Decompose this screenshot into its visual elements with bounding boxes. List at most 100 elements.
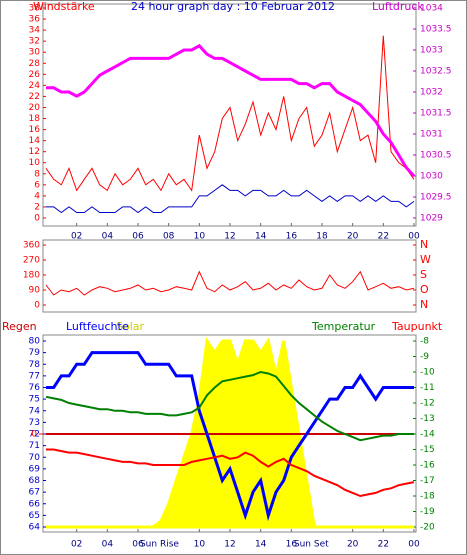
y-tick-label: 69 xyxy=(29,464,41,474)
y2-tick-label: -11 xyxy=(420,383,435,393)
y-tick-label: 360 xyxy=(23,241,40,251)
y-tick-label: 0 xyxy=(34,214,40,224)
y-tick-label: 12 xyxy=(29,147,40,157)
y-tick-label: 0 xyxy=(34,301,40,311)
y2-tick-label: -13 xyxy=(420,414,435,424)
x-tick-label: 12 xyxy=(224,232,235,242)
y2-tick-label: -19 xyxy=(420,507,435,517)
y2-tick-label: 1030.5 xyxy=(420,151,452,161)
y2-tick-label: 1031 xyxy=(420,130,443,140)
y-tick-label: 38 xyxy=(29,4,41,14)
y-tick-label: 67 xyxy=(29,488,40,498)
y-tick-label: 90 xyxy=(29,286,41,296)
y2-tick-label: -17 xyxy=(420,476,435,486)
y-tick-label: 32 xyxy=(29,37,40,47)
x-tick-label: 00 xyxy=(408,232,420,242)
x-tick-label: 14 xyxy=(255,232,267,242)
y-tick-label: 77 xyxy=(29,371,40,381)
annotation: Sun Rise xyxy=(140,540,179,550)
y-tick-label: 80 xyxy=(29,337,41,347)
y2-tick-label: W xyxy=(420,253,431,266)
y-tick-label: 26 xyxy=(29,70,41,80)
y2-tick-label: S xyxy=(420,268,427,281)
legend-label: Temperatur xyxy=(311,320,376,333)
y-tick-label: 10 xyxy=(29,158,41,168)
y-tick-label: 64 xyxy=(29,523,41,533)
y-tick-label: 74 xyxy=(29,406,41,416)
y2-tick-label: -16 xyxy=(420,461,435,471)
legend-label: Taupunkt xyxy=(391,320,443,333)
y2-tick-label: -10 xyxy=(420,368,435,378)
line xyxy=(46,184,415,214)
y2-tick-label: 1032 xyxy=(420,88,443,98)
x-tick-label: 16 xyxy=(286,540,298,550)
x-tick-label: 20 xyxy=(347,540,359,550)
y-tick-label: 79 xyxy=(29,348,41,358)
x-tick-label: 10 xyxy=(194,232,206,242)
y-tick-label: 68 xyxy=(29,476,41,486)
x-tick-label: 10 xyxy=(194,540,206,550)
y2-tick-label: N xyxy=(420,238,428,251)
y3-tick-label: 0 xyxy=(31,430,37,440)
y-tick-label: 34 xyxy=(29,26,41,36)
x-tick-label: 12 xyxy=(224,540,235,550)
y2-tick-label: 1029.5 xyxy=(420,193,452,203)
x-tick-label: 02 xyxy=(71,232,82,242)
x-tick-label: 00 xyxy=(408,540,420,550)
y-tick-label: 65 xyxy=(29,511,40,521)
y-tick-label: 76 xyxy=(29,383,41,393)
y-tick-label: 72 xyxy=(29,430,40,440)
y2-tick-label: -9 xyxy=(420,352,429,362)
annotation: Sun Set xyxy=(294,540,329,550)
x-tick-label: 18 xyxy=(316,232,328,242)
y-tick-label: 14 xyxy=(29,136,41,146)
y-tick-label: 180 xyxy=(23,271,40,281)
y-tick-label: 6 xyxy=(34,180,40,190)
y2-tick-label: -12 xyxy=(420,399,435,409)
line xyxy=(46,43,416,178)
y2-tick-label: N xyxy=(420,298,428,311)
y2-tick-label: -14 xyxy=(420,430,435,440)
line xyxy=(46,351,414,522)
x-tick-label: 16 xyxy=(286,232,298,242)
y2-tick-label: 1029 xyxy=(420,214,443,224)
y2-tick-label: O xyxy=(420,283,429,296)
y-tick-label: 2 xyxy=(34,202,40,212)
y2-tick-label: -8 xyxy=(420,337,429,347)
y-axis-label: Windstärke xyxy=(33,0,95,13)
line xyxy=(45,35,415,192)
plot-area xyxy=(42,3,417,227)
x-tick-label: 22 xyxy=(378,540,389,550)
y2-tick-label: 1034 xyxy=(420,4,443,14)
chart-title: 24 hour graph day : 10 Februar 2012 xyxy=(131,0,335,13)
x-tick-label: 08 xyxy=(163,232,175,242)
x-tick-label: 22 xyxy=(378,232,389,242)
y2-tick-label: 1033 xyxy=(420,46,443,56)
y-tick-label: 20 xyxy=(29,103,41,113)
y-tick-label: 4 xyxy=(34,191,40,201)
y2-tick-label: -20 xyxy=(420,523,435,533)
line xyxy=(45,270,415,296)
y-tick-label: 24 xyxy=(29,81,41,91)
y2-tick-label: 1031.5 xyxy=(420,109,452,119)
y2-tick-label: -18 xyxy=(420,492,435,502)
y-tick-label: 75 xyxy=(29,395,40,405)
y2-tick-label: 1033.5 xyxy=(420,25,452,35)
y-tick-label: 71 xyxy=(29,441,40,451)
y2-tick-label: 1030 xyxy=(420,172,443,182)
x-tick-label: 04 xyxy=(102,540,114,550)
y-tick-label: 66 xyxy=(29,499,41,509)
legend-label: Luftfeuchte xyxy=(66,320,129,333)
legend-label: Regen xyxy=(2,320,37,333)
y2-axis-label: Luftdruck xyxy=(372,0,424,13)
x-tick-label: 06 xyxy=(132,232,144,242)
y-tick-label: 73 xyxy=(29,418,40,428)
y-tick-label: 270 xyxy=(23,256,40,266)
y-tick-label: 36 xyxy=(29,15,41,25)
y-tick-label: 30 xyxy=(29,48,41,58)
plot-area xyxy=(42,239,417,313)
y-tick-label: 18 xyxy=(29,114,41,124)
x-tick-label: 14 xyxy=(255,540,267,550)
x-tick-label: 20 xyxy=(347,232,359,242)
